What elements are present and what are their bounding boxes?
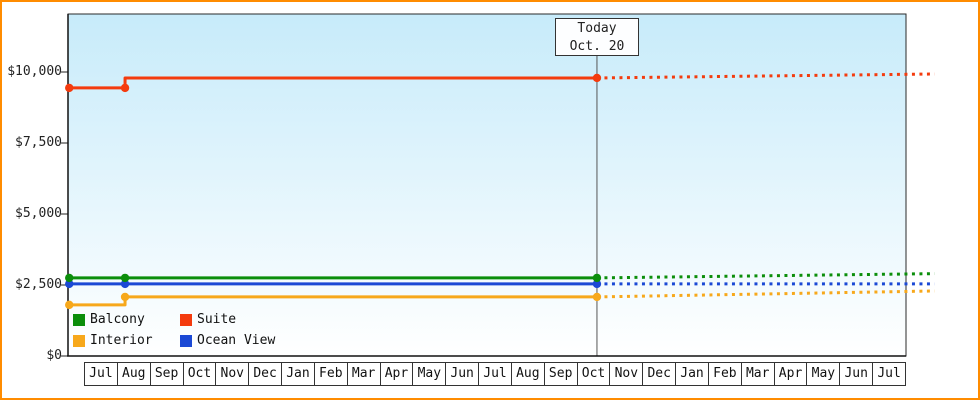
legend-swatch (73, 313, 85, 326)
month-cell: Jul (872, 362, 906, 386)
month-cell: Jul (84, 362, 118, 386)
month-cell: Nov (609, 362, 644, 386)
month-cell: Sep (543, 362, 578, 386)
month-cell: May (806, 362, 841, 386)
month-cell: Sep (149, 362, 184, 386)
legend-swatch (180, 313, 192, 326)
month-cell: Oct (182, 362, 217, 386)
month-cell: Apr (379, 362, 414, 386)
month-cell: Feb (707, 362, 742, 386)
legend-swatch (180, 334, 192, 347)
month-cell: Oct (576, 362, 611, 386)
legend-swatch (73, 334, 85, 347)
today-date: Oct. 20 (569, 39, 625, 54)
month-cell: Mar (346, 362, 381, 386)
today-annotation: Today Oct. 20 (555, 18, 639, 56)
month-cell: May (412, 362, 447, 386)
legend-label: Ocean View (197, 333, 276, 348)
y-tick-label: $10,000 (7, 64, 62, 79)
month-cell: Dec (248, 362, 283, 386)
legend-item-suite: Suite (180, 312, 275, 327)
month-cell: Nov (215, 362, 250, 386)
month-cell: Jun (839, 362, 874, 386)
legend-item-balcony: Balcony (73, 312, 180, 327)
month-cell: Jul (478, 362, 512, 386)
legend-item-ocean-view: Ocean View (180, 333, 275, 348)
y-tick-label: $5,000 (15, 206, 62, 221)
legend-item-interior: Interior (73, 333, 180, 348)
month-cell: Feb (313, 362, 348, 386)
month-cell: Aug (510, 362, 545, 386)
month-cell: Mar (740, 362, 775, 386)
legend: Balcony Suite Interior Ocean View (73, 312, 275, 348)
today-label: Today (577, 21, 617, 36)
month-cell: Jan (675, 362, 709, 386)
y-tick-label: $7,500 (15, 135, 62, 150)
y-tick-label: $2,500 (15, 277, 62, 292)
legend-label: Interior (90, 333, 153, 348)
legend-label: Suite (197, 312, 237, 327)
y-tick-label: $0 (46, 348, 62, 363)
month-cell: Jan (281, 362, 315, 386)
month-cell: Dec (642, 362, 677, 386)
month-cell: Jun (445, 362, 480, 386)
legend-label: Balcony (90, 312, 145, 327)
month-cell: Apr (773, 362, 808, 386)
month-cell: Aug (116, 362, 151, 386)
